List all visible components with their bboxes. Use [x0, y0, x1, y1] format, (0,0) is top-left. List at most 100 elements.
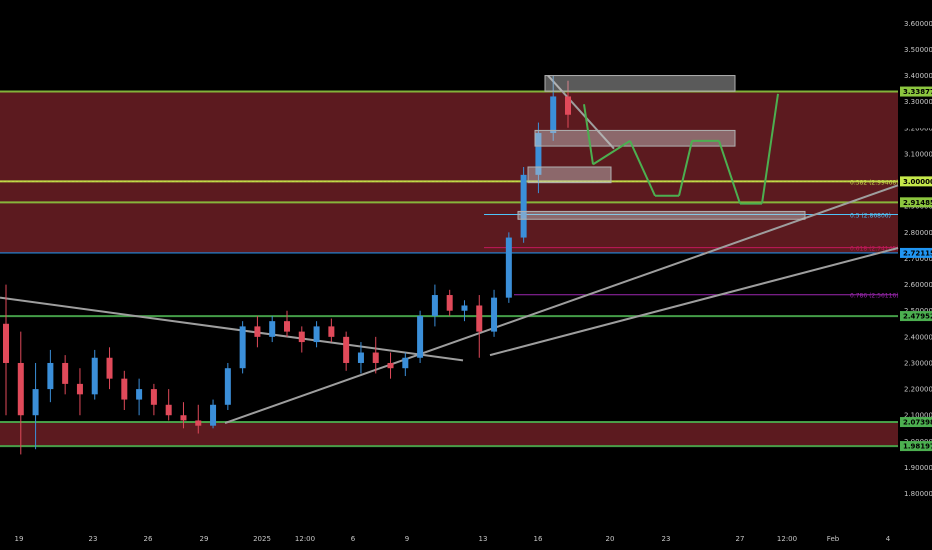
- x-tick-6: 6: [351, 535, 356, 543]
- candle-body-15: [224, 368, 231, 405]
- price-tag-bg-8: [900, 441, 932, 452]
- price-tag-bg-4: [900, 197, 932, 208]
- support-zone-1: [0, 422, 898, 447]
- candle-body-2: [32, 389, 39, 416]
- price-tag-bg-1: [900, 109, 932, 120]
- x-tick-15: 4: [886, 535, 891, 543]
- candle-body-18: [269, 321, 276, 337]
- fib-label-1: 0.5 (2.86806): [850, 213, 891, 220]
- x-tick-14: Feb: [827, 535, 840, 543]
- retrace-line: [547, 74, 615, 150]
- candle-body-26: [387, 362, 394, 369]
- candle-body-0: [3, 323, 9, 363]
- fib-label-0: 0.382 (2.99468): [850, 179, 899, 186]
- y-tick-2: 3.40000: [904, 72, 932, 80]
- candle-body-24: [357, 352, 364, 363]
- y-tick-1: 3.50000: [904, 46, 932, 54]
- x-tick-7: 9: [405, 535, 409, 543]
- candle-body-33: [491, 297, 498, 332]
- candle-body-27: [402, 357, 409, 369]
- candle-body-10: [150, 389, 157, 405]
- box-top: [544, 75, 736, 92]
- candle-body-31: [461, 305, 468, 311]
- box-382: [527, 166, 612, 184]
- downtrend-line: [0, 296, 464, 362]
- projection-leg-8: [761, 93, 779, 204]
- x-tick-0: 19: [15, 535, 24, 543]
- uptrend-line-lower: [489, 247, 899, 357]
- x-tick-4: 2025: [253, 535, 271, 543]
- uptrend-line-upper: [224, 184, 899, 425]
- y-tick-17: 1.90000: [904, 464, 932, 472]
- candle-body-30: [446, 295, 453, 311]
- box-mid: [534, 129, 736, 147]
- candle-body-16: [239, 326, 246, 369]
- candle-body-32: [476, 305, 483, 332]
- y-tick-3: 3.30000: [904, 98, 932, 106]
- price-tag-0: 3.33877: [903, 88, 932, 96]
- candle-body-21: [313, 326, 320, 343]
- projection-leg-4: [678, 140, 693, 196]
- candle-body-11: [165, 404, 172, 416]
- fib-label-2: 0.618 (2.74145): [850, 246, 899, 253]
- price-tag-bg-6: [900, 311, 932, 322]
- candle-body-14: [210, 404, 217, 426]
- x-tick-10: 20: [606, 535, 615, 543]
- candle-body-9: [136, 389, 143, 400]
- candle-body-4: [62, 362, 69, 384]
- fib-label-3: 0.786 (2.56116): [850, 293, 899, 300]
- candle-body-28: [417, 315, 424, 358]
- candle-body-13: [195, 420, 202, 426]
- price-tag-4: 2.91485: [903, 199, 932, 207]
- y-tick-10: 2.60000: [904, 281, 932, 289]
- x-tick-1: 23: [89, 535, 98, 543]
- price-tag-bg-2: [900, 118, 932, 129]
- price-tag-bg-7: [900, 417, 932, 428]
- price-tag-7: 2.07398: [903, 419, 932, 427]
- candle-body-1: [17, 362, 24, 416]
- candle-body-34: [505, 237, 512, 298]
- y-tick-13: 2.30000: [904, 359, 932, 367]
- projection-leg-0: [583, 104, 594, 165]
- y-tick-14: 2.20000: [904, 386, 932, 394]
- candle-body-19: [284, 321, 290, 332]
- candle-body-17: [254, 326, 261, 337]
- candle-body-12: [180, 415, 187, 421]
- x-tick-2: 26: [144, 535, 153, 543]
- candle-body-38: [565, 96, 571, 115]
- y-tick-9: 2.70000: [904, 255, 932, 263]
- x-tick-8: 13: [479, 535, 488, 543]
- price-tag-bg-3: [900, 176, 932, 187]
- projection-leg-6: [718, 140, 741, 204]
- y-tick-12: 2.40000: [904, 333, 932, 341]
- box-50: [517, 210, 806, 220]
- candle-body-6: [91, 357, 98, 395]
- y-tick-18: 1.80000: [904, 490, 932, 498]
- y-tick-4: 3.20000: [904, 124, 932, 132]
- candle-body-7: [106, 357, 113, 379]
- price-tag-bg-0: [900, 86, 932, 97]
- candle-body-22: [328, 326, 335, 337]
- candle-body-37: [550, 96, 557, 134]
- x-tick-12: 27: [736, 535, 745, 543]
- y-tick-8: 2.80000: [904, 229, 932, 237]
- x-tick-9: 16: [534, 535, 543, 543]
- price-tag-3: 3.00000: [903, 178, 932, 186]
- y-tick-15: 2.10000: [904, 412, 932, 420]
- candle-body-20: [298, 331, 305, 343]
- x-tick-3: 29: [200, 535, 209, 543]
- price-tag-6: 2.47952: [903, 313, 932, 321]
- price-tag-1: 3.25028: [903, 111, 932, 119]
- candle-body-5: [76, 383, 83, 395]
- candle-body-36: [535, 133, 542, 175]
- projection-leg-1: [592, 140, 631, 166]
- candle-body-29: [431, 295, 438, 316]
- price-tag-bg-5: [900, 247, 932, 258]
- support-zone-0: [0, 91, 898, 253]
- candle-body-25: [372, 352, 379, 363]
- x-tick-11: 23: [662, 535, 671, 543]
- y-tick-0: 3.60000: [904, 20, 932, 28]
- candle-body-23: [343, 336, 350, 363]
